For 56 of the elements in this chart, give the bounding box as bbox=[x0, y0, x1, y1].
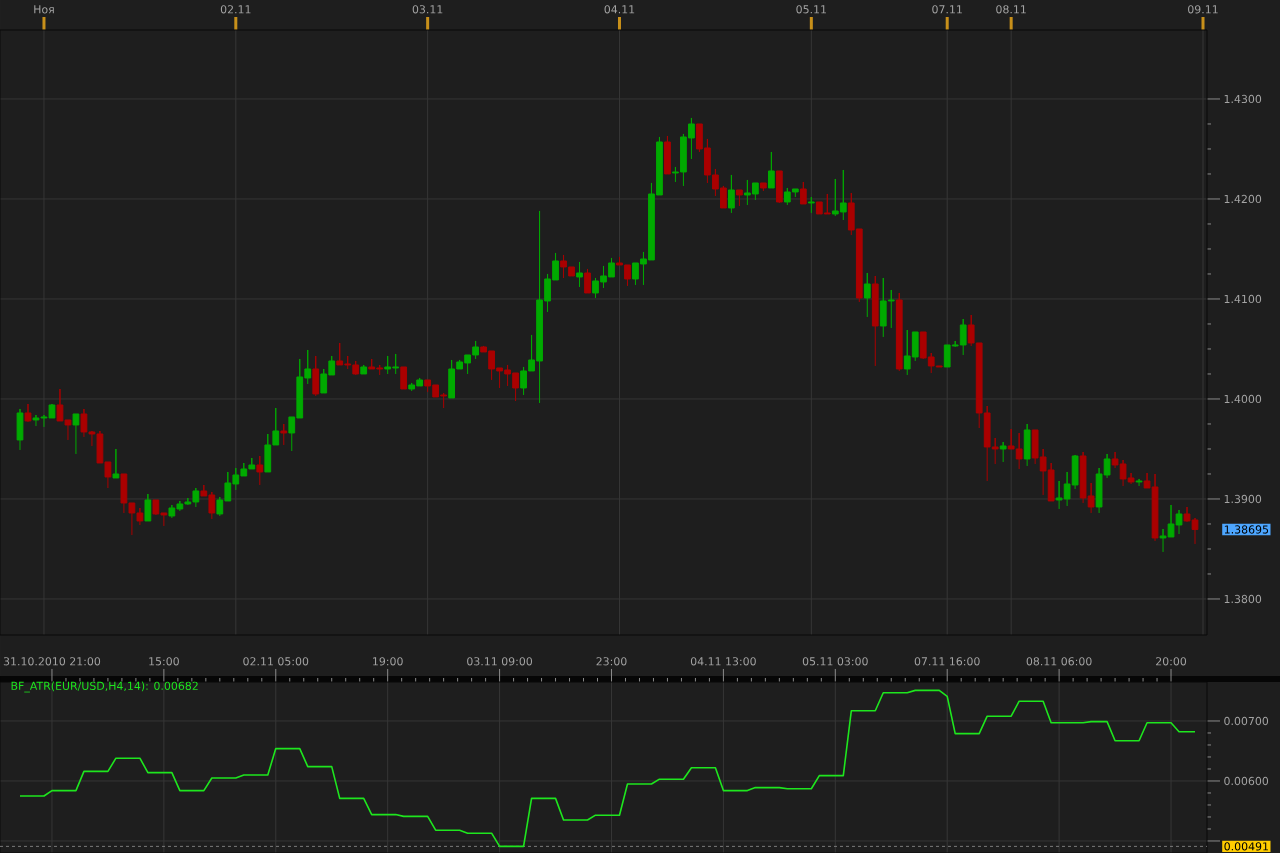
y-tick-label: 1.4300 bbox=[1224, 94, 1262, 104]
y-tick-label: 1.4200 bbox=[1224, 194, 1262, 204]
x-tick-label: 23:00 bbox=[596, 657, 627, 666]
x-tick-label: 03.11 bbox=[412, 5, 443, 14]
candlestick bbox=[24, 403, 32, 423]
candlestick bbox=[759, 182, 767, 192]
y-tick-label: 1.4100 bbox=[1224, 294, 1262, 304]
candlestick bbox=[736, 189, 743, 207]
candlestick bbox=[863, 272, 871, 318]
candlestick bbox=[280, 423, 288, 446]
candlestick bbox=[807, 196, 815, 214]
x-tick-label: 02.11 bbox=[220, 5, 251, 14]
candlestick bbox=[400, 366, 408, 390]
x-tick-label: 07.11 bbox=[932, 5, 962, 14]
x-tick-label: 03.11 09:00 bbox=[467, 657, 533, 666]
x-tick-label: 31.10.2010 21:00 bbox=[3, 657, 101, 666]
candlestick bbox=[576, 261, 583, 288]
x-tick-label: 04.11 bbox=[604, 5, 635, 14]
x-tick-label: 07.11 16:00 bbox=[914, 657, 980, 666]
candlestick bbox=[767, 151, 775, 189]
candlestick bbox=[256, 455, 264, 486]
ref-line-label: 0.00491 bbox=[1224, 842, 1268, 851]
candlestick bbox=[72, 413, 80, 455]
candlestick bbox=[799, 181, 807, 205]
chart-title: BF_ATR(EUR/USD,H4,14): 0.00682 bbox=[11, 681, 198, 693]
y-tick-label: 1.3900 bbox=[1224, 494, 1262, 504]
x-tick-label: Ноя bbox=[34, 5, 54, 14]
x-tick-label: 20:00 bbox=[1156, 657, 1187, 666]
candlestick bbox=[999, 441, 1007, 463]
x-tick-label: 15:00 bbox=[149, 657, 179, 666]
text: 1.38695 bbox=[1224, 525, 1269, 534]
x-tick-label: 08.11 bbox=[996, 5, 1026, 14]
y-tick-label: 1.4000 bbox=[1224, 394, 1262, 404]
candlestick bbox=[664, 135, 671, 175]
x-tick-label: 02.11 05:00 bbox=[243, 657, 309, 666]
x-tick-label: 04.11 13:00 bbox=[690, 657, 756, 666]
y-tick-label: 0.00600 bbox=[1224, 776, 1269, 786]
x-tick-label: 09.11 bbox=[1188, 5, 1218, 14]
y-tick-label: 0.00700 bbox=[1224, 716, 1269, 726]
candlestick bbox=[871, 275, 879, 367]
candlestick bbox=[1135, 478, 1143, 487]
candlestick bbox=[312, 355, 320, 397]
candlestick bbox=[144, 493, 152, 522]
x-tick-label: 05.11 03:00 bbox=[802, 657, 868, 666]
x-tick-label: 05.11 bbox=[796, 5, 826, 14]
candlestick bbox=[360, 364, 368, 375]
candlestick bbox=[112, 448, 120, 479]
candlestick bbox=[16, 408, 24, 451]
y-tick-label: 1.3800 bbox=[1224, 594, 1262, 604]
candlestick bbox=[584, 268, 591, 294]
candlestick bbox=[895, 292, 903, 372]
candlestick bbox=[775, 170, 783, 204]
x-tick-label: 08.11 06:00 bbox=[1026, 657, 1092, 666]
candlestick bbox=[728, 174, 735, 214]
candlestick bbox=[1023, 423, 1031, 467]
x-tick-label: 19:00 bbox=[373, 657, 403, 666]
